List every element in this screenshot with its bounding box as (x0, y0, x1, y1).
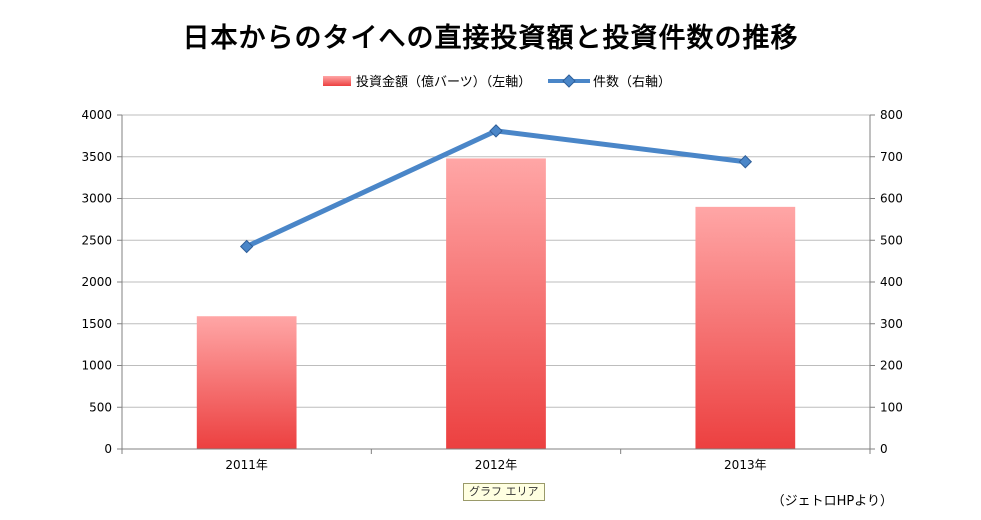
y-right-tick-label: 700 (880, 150, 903, 164)
legend: 投資金額（億バーツ）（左軸） 件数（右軸） (323, 74, 671, 90)
y-left-tick-label: 2000 (81, 275, 112, 289)
legend-label-line: 件数（右軸） (593, 75, 671, 90)
y-left-tick-label: 500 (89, 400, 112, 414)
bar[interactable] (446, 158, 546, 450)
tick-labels: 0 500 1000 1500 2000 2500 3000 3500 4000 0 100 200 3… (81, 108, 902, 472)
y-right-tick-label: 0 (880, 442, 888, 456)
line-point[interactable] (738, 155, 753, 169)
legend-label-bar: 投資金額（億バーツ）（左軸） (356, 74, 531, 90)
y-left-tick-label: 1500 (81, 317, 112, 331)
y-right-tick-label: 100 (880, 400, 903, 414)
y-left-tick-label: 3500 (81, 150, 112, 164)
bars (196, 158, 796, 450)
y-left-tick-label: 3000 (81, 192, 112, 206)
line-point[interactable] (489, 124, 503, 138)
y-right-tick-label: 300 (880, 317, 903, 331)
y-right-tick-label: 400 (880, 275, 903, 289)
y-right-tick-label: 800 (880, 108, 903, 122)
chart-title: 日本からのタイへの直接投資額と投資件数の推移 (182, 23, 799, 54)
tooltip: グラフ エリア (463, 483, 545, 501)
y-left-tick-label: 0 (104, 442, 112, 456)
y-left-tick-label: 4000 (81, 108, 112, 122)
x-tick-label: 2012年 (475, 458, 518, 472)
legend-marker (562, 74, 576, 88)
y-right-tick-label: 200 (880, 359, 903, 373)
bar[interactable] (695, 206, 796, 449)
line-point[interactable] (239, 239, 254, 254)
y-left-tick-label: 1000 (81, 359, 112, 373)
x-tick-label: 2011年 (225, 458, 268, 472)
x-tick-label: 2013年 (724, 458, 767, 472)
legend-swatch-bar (323, 76, 351, 86)
y-right-tick-label: 500 (880, 233, 903, 247)
source-note: （ジェトロHPより） (771, 494, 893, 509)
line-series (239, 124, 753, 254)
bar[interactable] (196, 316, 297, 449)
axes (117, 114, 875, 454)
y-right-tick-label: 600 (880, 192, 903, 206)
y-left-tick-label: 2500 (81, 233, 112, 247)
